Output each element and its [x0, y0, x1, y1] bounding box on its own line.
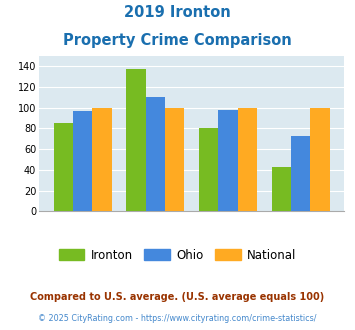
- Bar: [54, 123, 73, 211]
- Text: © 2025 CityRating.com - https://www.cityrating.com/crime-statistics/: © 2025 CityRating.com - https://www.city…: [38, 314, 317, 323]
- Legend: Ironton, Ohio, National: Ironton, Ohio, National: [54, 244, 301, 266]
- Text: Compared to U.S. average. (U.S. average equals 100): Compared to U.S. average. (U.S. average …: [31, 292, 324, 302]
- Bar: [272, 167, 291, 211]
- Bar: [238, 108, 257, 211]
- Bar: [92, 108, 112, 211]
- Bar: [165, 108, 185, 211]
- Text: 2019 Ironton: 2019 Ironton: [124, 5, 231, 20]
- Bar: [310, 108, 330, 211]
- Bar: [126, 69, 146, 211]
- Bar: [218, 110, 238, 211]
- Bar: [146, 97, 165, 211]
- Bar: [199, 128, 218, 211]
- Bar: [73, 111, 92, 211]
- Text: Property Crime Comparison: Property Crime Comparison: [63, 33, 292, 48]
- Bar: [291, 136, 310, 211]
